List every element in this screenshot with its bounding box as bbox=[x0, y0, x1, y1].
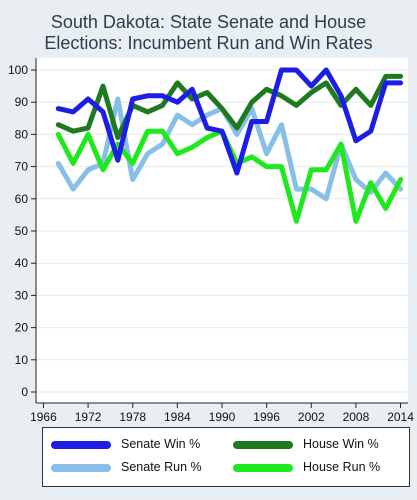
y-tick-label-40: 40 bbox=[15, 256, 29, 270]
y-tick-label-90: 90 bbox=[15, 95, 29, 109]
x-tick-label-1972: 1972 bbox=[75, 410, 102, 424]
chart-title-line-1: South Dakota: State Senate and House bbox=[50, 12, 367, 32]
legend-swatch-senate-win bbox=[51, 441, 111, 449]
y-tick-label-100: 100 bbox=[8, 63, 28, 77]
x-tick-label-2008: 2008 bbox=[343, 410, 370, 424]
y-tick-label-20: 20 bbox=[15, 321, 29, 335]
x-tick-label-1966: 1966 bbox=[30, 410, 57, 424]
y-tick-label-70: 70 bbox=[15, 160, 29, 174]
series-line-senate-win bbox=[55, 67, 404, 176]
x-tick-label-2014: 2014 bbox=[387, 410, 414, 424]
x-tick-label-1984: 1984 bbox=[164, 410, 191, 424]
y-tick-label-80: 80 bbox=[15, 127, 29, 141]
chart-title-line-2: Elections: Incumbent Run and Win Rates bbox=[44, 33, 373, 53]
y-tick-label-30: 30 bbox=[15, 288, 29, 302]
x-tick-label-1978: 1978 bbox=[119, 410, 146, 424]
legend-swatch-senate-run bbox=[51, 464, 111, 472]
legend-swatch-house-run bbox=[233, 464, 293, 472]
legend-label-senate-run: Senate Run % bbox=[121, 460, 202, 474]
legend-label-senate-win: Senate Win % bbox=[121, 437, 201, 451]
x-tick-label-1990: 1990 bbox=[209, 410, 236, 424]
series-group bbox=[55, 67, 404, 224]
x-tick-label-2002: 2002 bbox=[298, 410, 325, 424]
y-tick-label-10: 10 bbox=[15, 353, 29, 367]
chart-title: South Dakota: State Senate and House Ele… bbox=[0, 12, 417, 54]
legend-swatch-house-win bbox=[233, 441, 293, 449]
y-tick-label-60: 60 bbox=[15, 192, 29, 206]
legend-label-house-run: House Run % bbox=[303, 460, 381, 474]
legend-label-house-win: House Win % bbox=[303, 437, 379, 451]
y-tick-label-50: 50 bbox=[15, 224, 29, 238]
legend: Senate Win % House Win % Senate Run % Ho… bbox=[42, 427, 410, 487]
y-tick-label-0: 0 bbox=[21, 385, 28, 399]
x-tick-label-1996: 1996 bbox=[253, 410, 280, 424]
axes: 0 10 20 30 40 50 60 70 80 90 100 1966 1972 1978 1984 19… bbox=[8, 58, 414, 424]
